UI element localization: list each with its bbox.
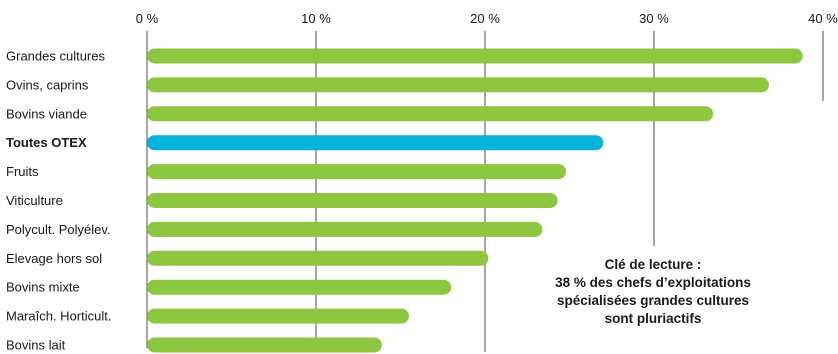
bar-1 [147, 77, 769, 93]
category-label-3: Toutes OTEX [6, 135, 87, 150]
category-labels: Grandes cultures Ovins, caprins Bovins via… [6, 49, 111, 353]
bar-0 [147, 48, 803, 64]
bar-6 [147, 221, 543, 237]
category-label-9: Maraîch. Horticult. [6, 309, 111, 324]
bar-5 [147, 193, 558, 208]
bars [147, 48, 803, 353]
reading-key-line-2: spécialisées grandes cultures [556, 293, 750, 308]
category-label-10: Bovins lait [6, 338, 66, 353]
bar-10 [147, 337, 382, 353]
x-tick-label-10: 10 % [301, 11, 331, 26]
bar-9 [147, 308, 409, 324]
category-label-7: Elevage hors sol [6, 251, 102, 266]
category-label-5: Viticulture [6, 193, 63, 208]
bar-3 [147, 135, 604, 151]
bar-7 [147, 250, 489, 266]
reading-key-note: Clé de lecture : 38 % des chefs d’exploi… [496, 256, 810, 328]
x-tick-label-30: 30 % [639, 11, 669, 26]
bar-4 [147, 164, 567, 180]
bar-2 [147, 106, 714, 122]
reading-key-line-3: sont pluriactifs [604, 311, 702, 326]
x-tick-label-20: 20 % [470, 11, 500, 26]
x-tick-label-40: 40 % [808, 11, 838, 26]
reading-key-line-1: 38 % des chefs d’exploitations [555, 275, 751, 290]
x-tick-label-0: 0 % [136, 11, 159, 26]
category-label-1: Ovins, caprins [6, 77, 89, 92]
x-axis-ticks: 0 % 10 % 20 % 30 % 40 % [136, 11, 838, 26]
category-label-4: Fruits [6, 164, 39, 179]
reading-key-title: Clé de lecture : [604, 257, 702, 272]
category-label-8: Bovins mixte [6, 280, 80, 295]
category-label-2: Bovins viande [6, 106, 87, 121]
category-label-0: Grandes cultures [6, 49, 105, 64]
bar-8 [147, 279, 452, 295]
category-label-6: Polycult. Polyélev. [6, 222, 111, 237]
